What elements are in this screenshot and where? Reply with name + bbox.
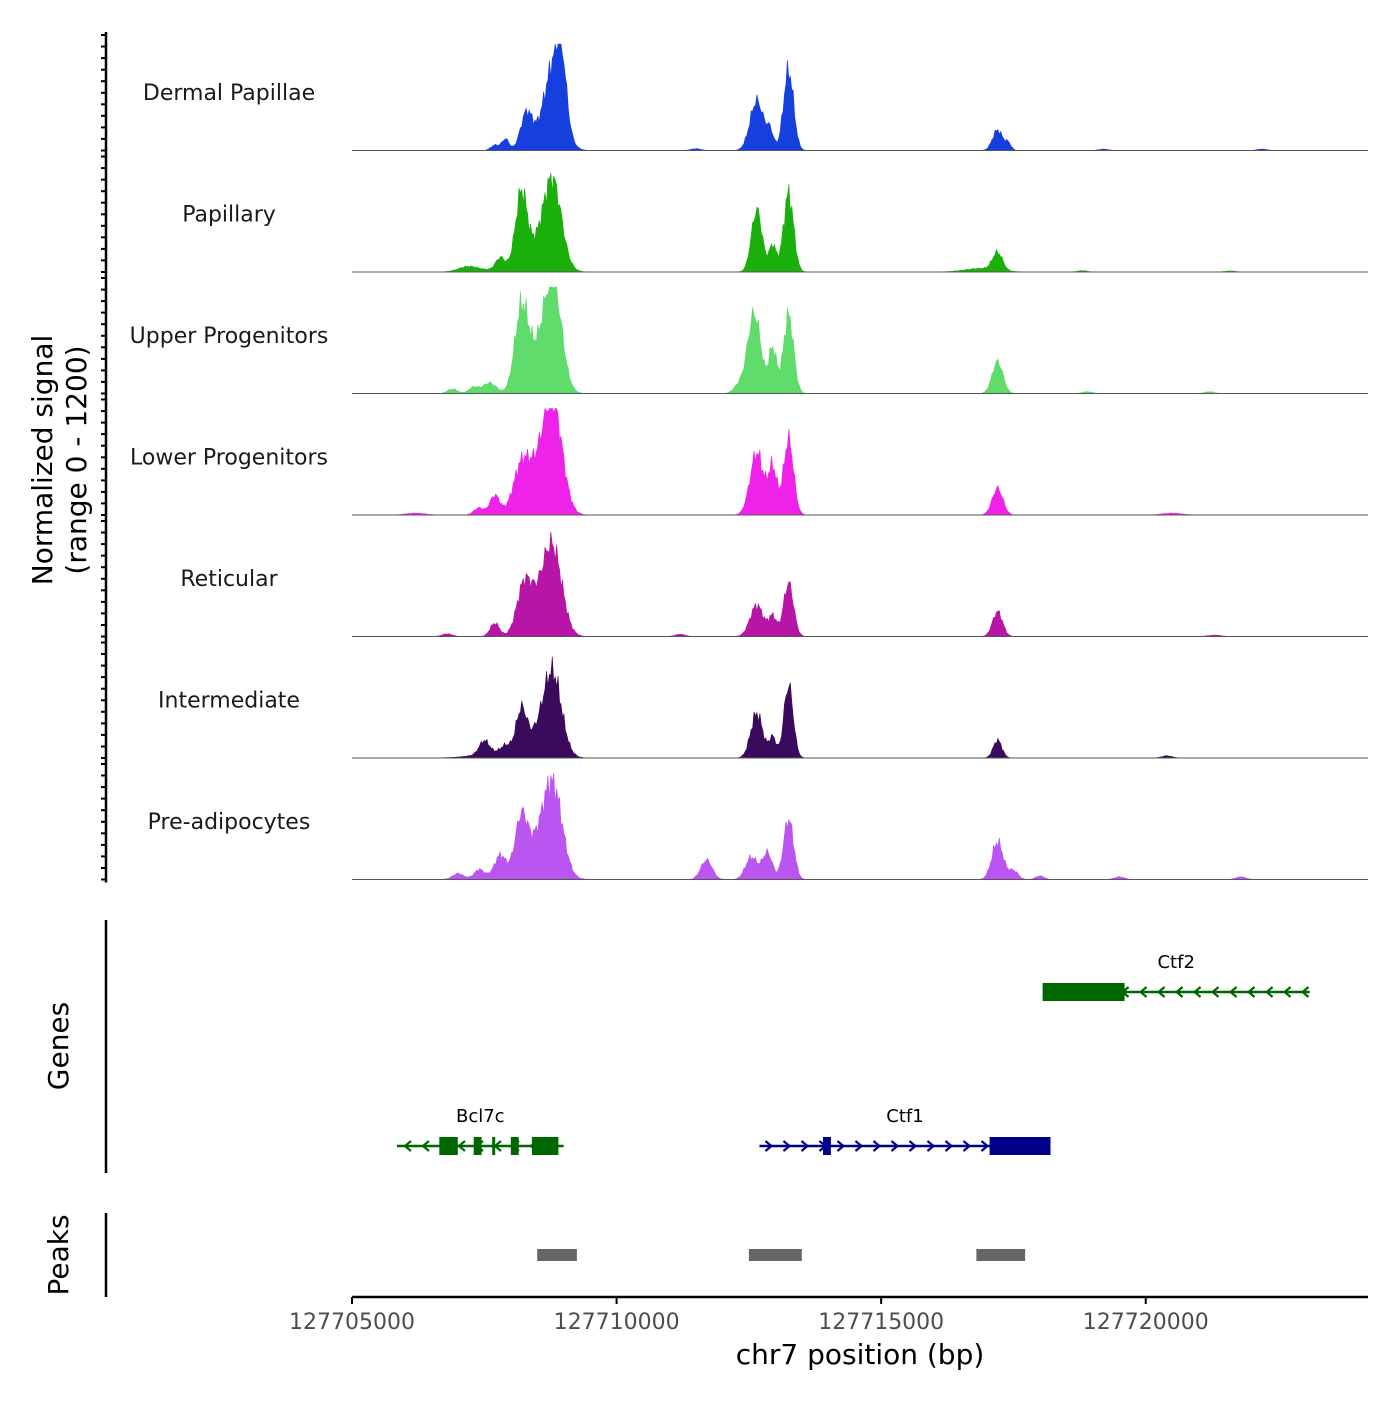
track-signal-area (352, 172, 1368, 273)
strand-arrow (782, 1140, 792, 1152)
y-axis-label: Normalized signal (range 0 - 1200) (26, 335, 93, 586)
track-pre-adipocytes: Pre-adipocytes (101, 763, 1368, 881)
x-tick-label: 127710000 (554, 1310, 680, 1335)
peak-region (748, 1249, 802, 1261)
track-label: Dermal Papillae (143, 81, 315, 106)
x-axis: chr7 position (bp) 127705000 127710000 127… (289, 1295, 1368, 1371)
gene-exon (510, 1137, 519, 1155)
track-signal-area (352, 656, 1368, 759)
strand-arrow (890, 1140, 900, 1152)
gene-bcl7c: Bcl7c (396, 1106, 564, 1155)
strand-arrow (1246, 986, 1256, 998)
y-axis-label-line2: (range 0 - 1200) (60, 345, 93, 574)
genes-axis-label: Genes (42, 1002, 75, 1090)
strand-arrow (403, 1140, 412, 1152)
track-label: Reticular (180, 567, 278, 592)
x-tick-label: 127720000 (1083, 1310, 1209, 1335)
gene-label: Bcl7c (456, 1106, 505, 1127)
strand-arrow (1282, 986, 1292, 998)
peaks-axis-label: Peaks (42, 1214, 75, 1295)
strand-arrow (421, 1140, 430, 1152)
strand-arrow (926, 1140, 936, 1152)
gene-exon (823, 1137, 831, 1155)
strand-arrow (908, 1140, 918, 1152)
strand-arrow (944, 1140, 954, 1152)
track-label: Pre-adipocytes (148, 810, 311, 835)
gene-exon (1042, 983, 1125, 1001)
track-label: Intermediate (158, 689, 300, 714)
coverage-tracks: Dermal Papillae Papillary Upper Progenitor… (101, 32, 1368, 883)
track-label: Upper Progenitors (130, 324, 329, 349)
strand-arrow (872, 1140, 882, 1152)
strand-arrow (800, 1140, 810, 1152)
gene-ctf1: Ctf1 (759, 1106, 1051, 1155)
track-label: Papillary (182, 203, 276, 228)
gene-label: Ctf2 (1157, 952, 1194, 973)
track-upper-progenitors: Upper Progenitors (101, 277, 1368, 395)
track-signal-area (352, 407, 1368, 516)
strand-arrow (1174, 986, 1184, 998)
strand-arrow (854, 1140, 864, 1152)
track-intermediate: Intermediate (101, 641, 1368, 759)
genes-panel: Genes Bcl7c Ctf1 Ctf2 (42, 920, 1310, 1173)
track-signal-area (352, 43, 1368, 151)
x-tick-label: 127715000 (818, 1310, 944, 1335)
y-axis-label-line1: Normalized signal (26, 335, 59, 586)
strand-arrow (1264, 986, 1274, 998)
track-signal-area (352, 531, 1368, 637)
gene-label: Ctf1 (886, 1106, 923, 1127)
gene-exon (531, 1137, 559, 1155)
strand-arrow (962, 1140, 972, 1152)
strand-arrow (980, 1140, 990, 1152)
gene-exon (439, 1137, 458, 1155)
peaks-panel: Peaks (42, 1213, 1026, 1297)
track-reticular: Reticular (101, 520, 1368, 638)
gene-exon (989, 1137, 1051, 1155)
strand-arrow (457, 1140, 466, 1152)
strand-arrow (1192, 986, 1202, 998)
track-signal-area (352, 772, 1368, 880)
track-dermal-papillae: Dermal Papillae (101, 34, 1368, 152)
strand-arrow (1210, 986, 1220, 998)
gene-exon (473, 1137, 482, 1155)
track-papillary: Papillary (101, 155, 1368, 273)
strand-arrow (1138, 986, 1148, 998)
strand-arrow (1228, 986, 1238, 998)
strand-arrow (836, 1140, 846, 1152)
peak-region (976, 1249, 1026, 1261)
strand-arrow (1156, 986, 1166, 998)
x-axis-title: chr7 position (bp) (736, 1338, 985, 1371)
strand-arrow (764, 1140, 774, 1152)
gene-ctf2: Ctf2 (1042, 952, 1310, 1001)
track-lower-progenitors: Lower Progenitors (101, 398, 1368, 516)
strand-arrow (1300, 986, 1310, 998)
peak-region (537, 1249, 577, 1261)
x-tick-label: 127705000 (289, 1310, 415, 1335)
track-signal-area (352, 286, 1368, 394)
gene-exon (492, 1137, 496, 1155)
track-label: Lower Progenitors (130, 446, 328, 471)
